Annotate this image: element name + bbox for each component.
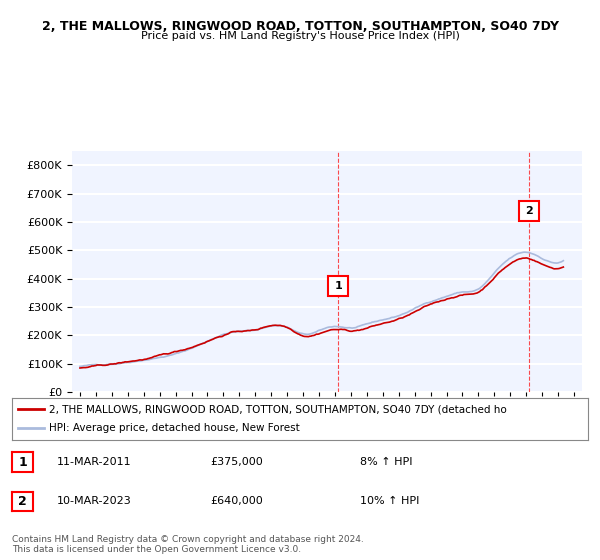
- Text: HPI: Average price, detached house, New Forest: HPI: Average price, detached house, New …: [49, 423, 300, 433]
- Text: 10% ↑ HPI: 10% ↑ HPI: [360, 496, 419, 506]
- Text: 1: 1: [334, 281, 342, 291]
- Text: £375,000: £375,000: [210, 457, 263, 467]
- Text: Contains HM Land Registry data © Crown copyright and database right 2024.
This d: Contains HM Land Registry data © Crown c…: [12, 535, 364, 554]
- Text: 2, THE MALLOWS, RINGWOOD ROAD, TOTTON, SOUTHAMPTON, SO40 7DY: 2, THE MALLOWS, RINGWOOD ROAD, TOTTON, S…: [41, 20, 559, 32]
- Text: 8% ↑ HPI: 8% ↑ HPI: [360, 457, 413, 467]
- Text: 10-MAR-2023: 10-MAR-2023: [57, 496, 132, 506]
- Text: 2, THE MALLOWS, RINGWOOD ROAD, TOTTON, SOUTHAMPTON, SO40 7DY (detached ho: 2, THE MALLOWS, RINGWOOD ROAD, TOTTON, S…: [49, 404, 507, 414]
- Text: 2: 2: [526, 206, 533, 216]
- Text: 11-MAR-2011: 11-MAR-2011: [57, 457, 131, 467]
- Text: Price paid vs. HM Land Registry's House Price Index (HPI): Price paid vs. HM Land Registry's House …: [140, 31, 460, 41]
- Text: 2: 2: [18, 495, 27, 508]
- Text: 1: 1: [18, 456, 27, 469]
- Text: £640,000: £640,000: [210, 496, 263, 506]
